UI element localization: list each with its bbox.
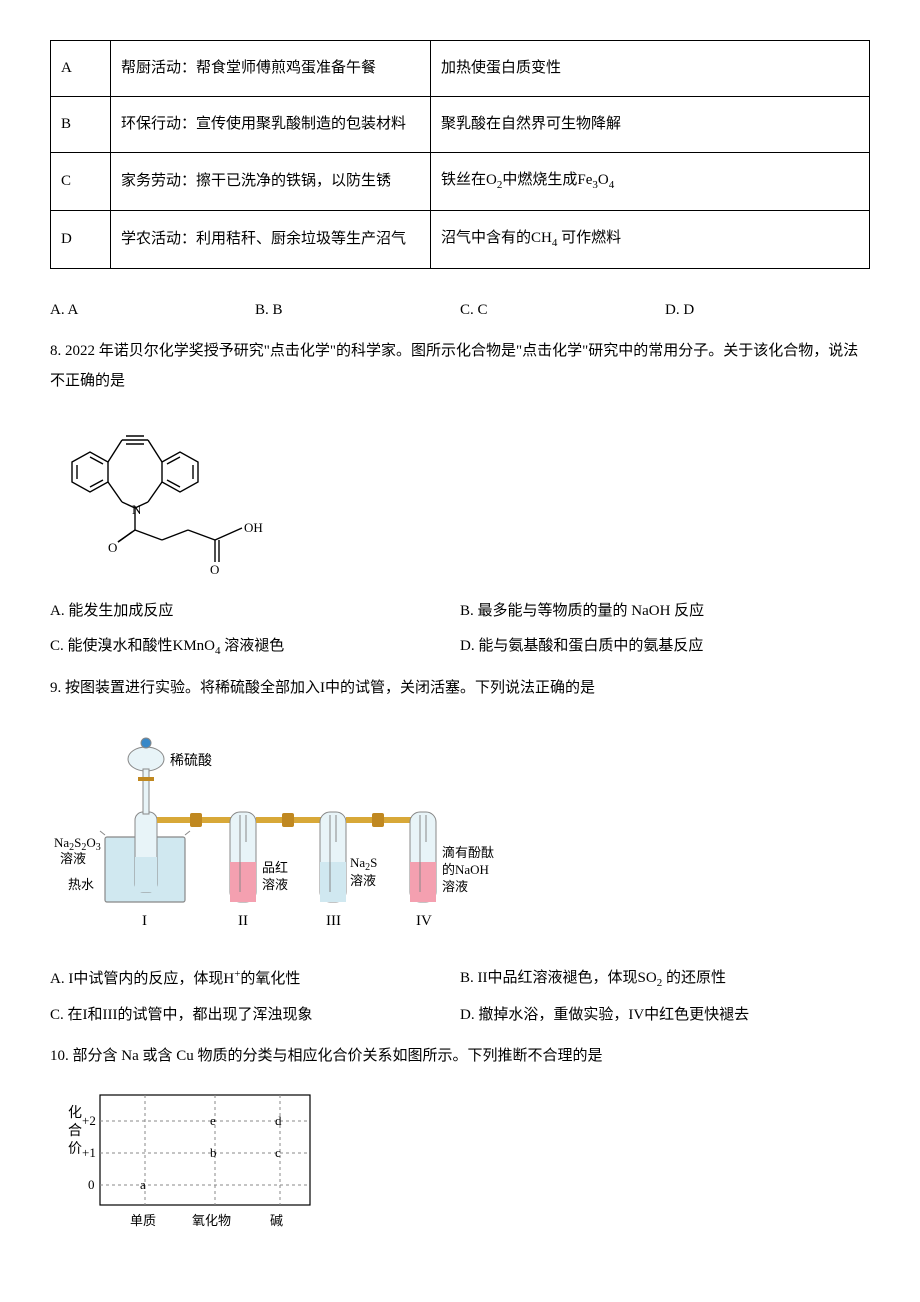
t: A. bbox=[50, 971, 68, 987]
q9-options: A. I中试管内的反应，体现H+的氧化性 B. II中品红溶液褪色，体现SO2 … bbox=[50, 961, 870, 1033]
t: B. bbox=[460, 970, 478, 986]
svg-text:O: O bbox=[108, 540, 117, 555]
q8-optD: D. 能与氨基酸和蛋白质中的氨基反应 bbox=[460, 629, 870, 666]
table-row: B 环保行动：宣传使用聚乳酸制造的包装材料 聚乳酸在自然界可生物降解 bbox=[51, 97, 870, 153]
formula: O2 bbox=[486, 172, 502, 188]
text: C. 能使溴水和酸性 bbox=[50, 638, 173, 654]
svg-text:Na2S: Na2S bbox=[350, 855, 377, 873]
cell-principle: 沼气中含有的CH4 可作燃料 bbox=[431, 210, 870, 268]
q9-optB: B. II中品红溶液褪色，体现SO2 的还原性 bbox=[460, 961, 870, 998]
q9-diagram: 稀硫酸 Na2S2O3 溶液 热水 品红 溶液 Na2S 溶液 滴有酚酞 的Na… bbox=[50, 717, 870, 947]
svg-text:滴有酚酞: 滴有酚酞 bbox=[442, 845, 494, 860]
svg-text:b: b bbox=[210, 1145, 217, 1160]
t: D. 撤掉水浴，重做实验， bbox=[460, 1007, 628, 1023]
table-options: A. A B. B C. C D. D bbox=[50, 297, 870, 324]
svg-text:碱: 碱 bbox=[270, 1213, 283, 1228]
cell-letter: A bbox=[51, 41, 111, 97]
formula: Fe3O4 bbox=[577, 172, 614, 188]
t: 中试管内的反应，体现 bbox=[73, 971, 223, 987]
svg-text:IV: IV bbox=[416, 913, 432, 929]
cell-activity: 学农活动：利用秸秆、厨余垃圾等生产沼气 bbox=[111, 210, 431, 268]
text: 可作燃料 bbox=[561, 230, 621, 246]
q8-optB: B. 最多能与等物质的量的 NaOH 反应 bbox=[460, 594, 870, 629]
f: H+ bbox=[223, 971, 240, 987]
table-row: C 家务劳动：擦干已洗净的铁锅，以防生锈 铁丝在O2中燃烧生成Fe3O4 bbox=[51, 153, 870, 211]
t: 的氧化性 bbox=[240, 971, 300, 987]
t: 中品红溶液褪色，体现 bbox=[488, 970, 638, 986]
r: IV bbox=[628, 1007, 644, 1023]
svg-text:合: 合 bbox=[68, 1123, 82, 1139]
t: 和 bbox=[88, 1007, 103, 1023]
text: 中的试管，关闭活塞。下列说法正确的是 bbox=[325, 680, 595, 696]
svg-text:0: 0 bbox=[88, 1177, 95, 1192]
svg-text:III: III bbox=[326, 913, 341, 929]
svg-text:I: I bbox=[142, 913, 147, 929]
opt-b: B. B bbox=[255, 297, 460, 324]
text: 9. 按图装置进行实验。将稀硫酸全部加入 bbox=[50, 680, 320, 696]
svg-text:+1: +1 bbox=[82, 1145, 96, 1160]
text: 溶液褪色 bbox=[224, 638, 284, 654]
cell-activity: 家务劳动：擦干已洗净的铁锅，以防生锈 bbox=[111, 153, 431, 211]
t: 的还原性 bbox=[666, 970, 726, 986]
opt-c: C. C bbox=[460, 297, 665, 324]
table-row: D 学农活动：利用秸秆、厨余垃圾等生产沼气 沼气中含有的CH4 可作燃料 bbox=[51, 210, 870, 268]
svg-text:溶液: 溶液 bbox=[350, 873, 376, 888]
label-acid: 稀硫酸 bbox=[170, 753, 212, 769]
activity-table: A 帮厨活动：帮食堂师傅煎鸡蛋准备午餐 加热使蛋白质变性 B 环保行动：宣传使用… bbox=[50, 40, 870, 269]
f: SO2 bbox=[638, 970, 663, 986]
q8-structure: N O O OH bbox=[50, 410, 870, 580]
svg-text:品红: 品红 bbox=[262, 860, 288, 875]
svg-text:溶液: 溶液 bbox=[60, 851, 86, 866]
svg-text:N: N bbox=[132, 502, 142, 517]
cell-letter: D bbox=[51, 210, 111, 268]
formula: CH4 bbox=[531, 230, 557, 246]
svg-text:单质: 单质 bbox=[130, 1213, 156, 1228]
cell-principle: 聚乳酸在自然界可生物降解 bbox=[431, 97, 870, 153]
svg-text:氧化物: 氧化物 bbox=[192, 1213, 231, 1228]
svg-text:OH: OH bbox=[244, 520, 263, 535]
svg-text:II: II bbox=[238, 913, 248, 929]
text: 铁丝在 bbox=[441, 172, 486, 188]
text: 中燃烧生成 bbox=[502, 172, 577, 188]
svg-text:价: 价 bbox=[68, 1141, 82, 1157]
q10-chart: 化 合 价 +2 +1 0 a b c d e 单质 氧化物 碱 bbox=[50, 1085, 870, 1245]
cell-activity: 帮厨活动：帮食堂师傅煎鸡蛋准备午餐 bbox=[111, 41, 431, 97]
svg-text:a: a bbox=[140, 1177, 146, 1192]
r: III bbox=[103, 1007, 118, 1023]
cell-principle: 铁丝在O2中燃烧生成Fe3O4 bbox=[431, 153, 870, 211]
formula: KMnO4 bbox=[173, 638, 221, 654]
q10-stem: 10. 部分含 Na 或含 Cu 物质的分类与相应化合价关系如图所示。下列推断不… bbox=[50, 1041, 870, 1071]
svg-text:溶液: 溶液 bbox=[442, 879, 468, 894]
svg-text:O: O bbox=[210, 562, 219, 577]
svg-text:e: e bbox=[210, 1113, 216, 1128]
cell-letter: C bbox=[51, 153, 111, 211]
q9-optA: A. I中试管内的反应，体现H+的氧化性 bbox=[50, 961, 460, 998]
r: II bbox=[478, 970, 488, 986]
svg-text:d: d bbox=[275, 1113, 282, 1128]
svg-text:溶液: 溶液 bbox=[262, 877, 288, 892]
t: 中红色更快褪去 bbox=[644, 1007, 749, 1023]
q8-options: A. 能发生加成反应 B. 最多能与等物质的量的 NaOH 反应 C. 能使溴水… bbox=[50, 594, 870, 666]
q8-optC: C. 能使溴水和酸性KMnO4 溶液褪色 bbox=[50, 629, 460, 666]
svg-text:c: c bbox=[275, 1145, 281, 1160]
q8-optA: A. 能发生加成反应 bbox=[50, 594, 460, 629]
opt-d: D. D bbox=[665, 297, 870, 324]
svg-text:+2: +2 bbox=[82, 1113, 96, 1128]
text: 沼气中含有的 bbox=[441, 230, 531, 246]
svg-text:的NaOH: 的NaOH bbox=[442, 862, 489, 877]
cell-principle: 加热使蛋白质变性 bbox=[431, 41, 870, 97]
svg-text:化: 化 bbox=[68, 1105, 82, 1121]
t: 的试管中，都出现了浑浊现象 bbox=[118, 1007, 313, 1023]
q9-stem: 9. 按图装置进行实验。将稀硫酸全部加入I中的试管，关闭活塞。下列说法正确的是 bbox=[50, 673, 870, 703]
table-row: A 帮厨活动：帮食堂师傅煎鸡蛋准备午餐 加热使蛋白质变性 bbox=[51, 41, 870, 97]
q9-optC: C. 在I和III的试管中，都出现了浑浊现象 bbox=[50, 998, 460, 1033]
svg-text:热水: 热水 bbox=[68, 877, 94, 892]
cell-activity: 环保行动：宣传使用聚乳酸制造的包装材料 bbox=[111, 97, 431, 153]
opt-a: A. A bbox=[50, 297, 255, 324]
q8-stem: 8. 2022 年诺贝尔化学奖授予研究"点击化学"的科学家。图所示化合物是"点击… bbox=[50, 336, 870, 396]
cell-letter: B bbox=[51, 97, 111, 153]
q9-optD: D. 撤掉水浴，重做实验，IV中红色更快褪去 bbox=[460, 998, 870, 1033]
t: C. 在 bbox=[50, 1007, 83, 1023]
